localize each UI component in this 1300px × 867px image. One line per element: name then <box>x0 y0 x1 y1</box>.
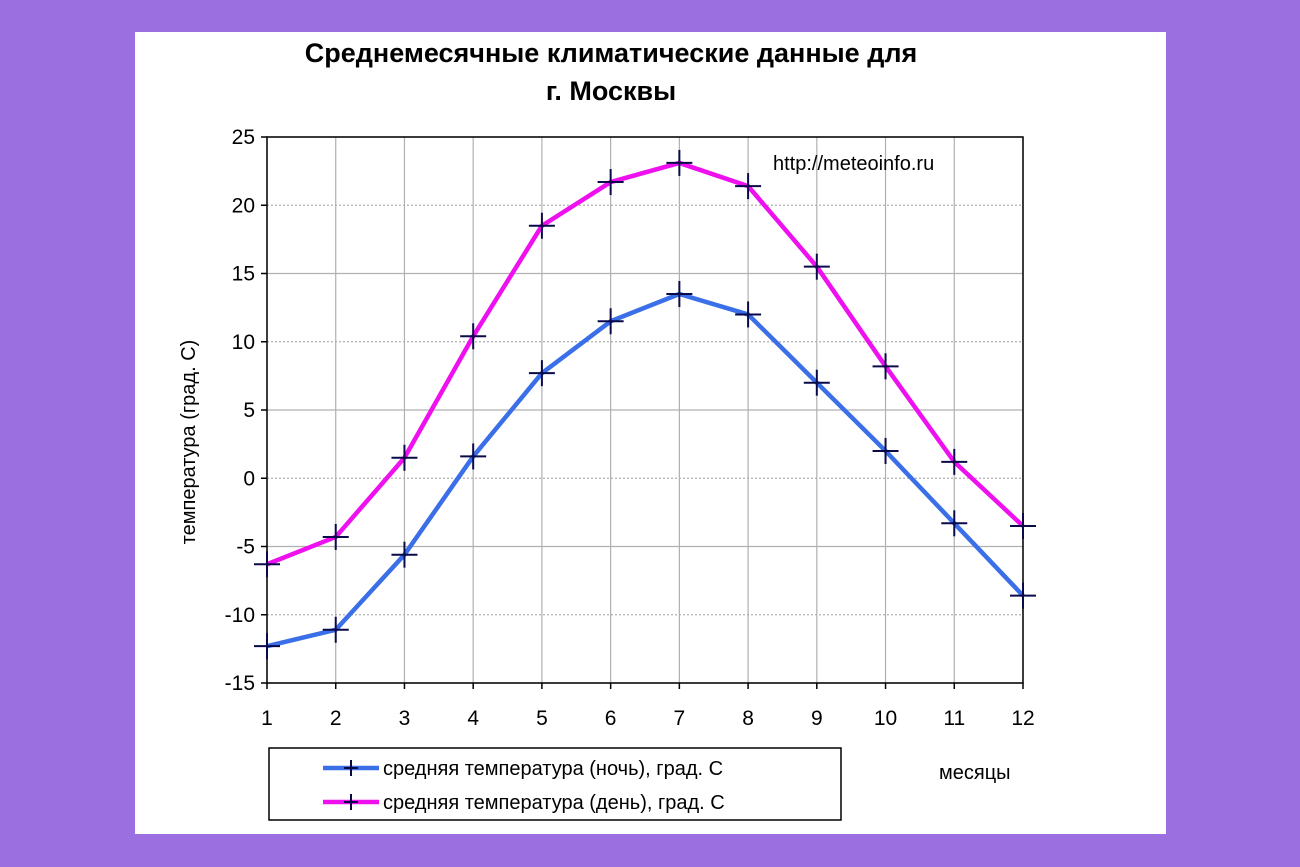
data-point-marker <box>322 616 349 643</box>
source-annotation: http://meteoinfo.ru <box>773 153 934 175</box>
x-axis-label: месяцы <box>939 762 1011 784</box>
y-tick-label: 5 <box>243 399 255 422</box>
data-point-marker <box>254 633 280 660</box>
legend-label: средняя температура (ночь), град. С <box>383 758 723 780</box>
series <box>254 149 1036 660</box>
legend-item-2: средняя температура (день), град. С <box>323 792 725 814</box>
y-tick-label: 25 <box>232 126 255 149</box>
data-point-marker <box>941 510 968 537</box>
y-tick-label: -15 <box>225 672 255 695</box>
data-point-marker <box>1010 513 1036 540</box>
legend-box <box>268 747 842 821</box>
data-point-marker <box>391 541 418 568</box>
x-tick-label: 12 <box>1011 707 1034 730</box>
x-tick-label: 3 <box>399 707 411 730</box>
data-point-marker <box>460 323 487 350</box>
x-tick-label: 5 <box>536 707 548 730</box>
legend: средняя температура (ночь), град. С средн… <box>268 747 842 821</box>
data-point-marker <box>597 308 624 335</box>
y-axis-label: температура (град. С) <box>178 340 200 545</box>
data-point-marker <box>391 444 418 471</box>
data-point-marker <box>528 212 555 239</box>
series-line <box>266 160 1025 567</box>
y-tick-label: 15 <box>232 263 255 286</box>
data-point-marker <box>872 437 899 464</box>
data-point-marker <box>322 523 349 550</box>
data-point-marker <box>941 448 968 475</box>
y-tick-label: -5 <box>236 536 255 559</box>
legend-item-1: средняя температура (ночь), град. С <box>323 758 723 780</box>
data-point-marker <box>735 173 762 200</box>
x-tick-label: 11 <box>943 707 965 730</box>
legend-label: средняя температура (день), град. С <box>383 792 725 814</box>
data-point-marker <box>254 551 280 578</box>
data-point-marker <box>666 149 693 176</box>
x-tick-label: 2 <box>330 707 342 730</box>
y-tick-label: 0 <box>243 467 255 490</box>
chart-title-line-1: Среднемесячные климатические данные для <box>305 38 918 68</box>
data-point-marker <box>666 280 693 307</box>
x-tick-label: 7 <box>674 707 686 730</box>
line-chart: Среднемесячные климатические данные для … <box>178 38 1036 821</box>
data-point-marker <box>528 360 555 387</box>
data-point-marker <box>872 353 899 380</box>
series-1 <box>254 280 1036 660</box>
data-point-marker <box>735 301 762 328</box>
x-tick-label: 4 <box>467 707 479 730</box>
y-tick-label: -10 <box>225 604 255 627</box>
data-point-marker <box>460 443 487 470</box>
chart-title-line-2: г. Москвы <box>546 76 676 106</box>
series-2 <box>254 149 1036 578</box>
x-tick-label: 9 <box>811 707 823 730</box>
series-line <box>266 291 1025 649</box>
data-point-marker <box>597 169 624 196</box>
data-point-marker <box>803 369 830 396</box>
data-point-marker <box>803 253 830 280</box>
data-point-marker <box>1010 582 1036 609</box>
x-tick-label: 6 <box>605 707 617 730</box>
y-tick-label: 10 <box>232 331 255 354</box>
x-tick-label: 1 <box>261 707 273 730</box>
x-tick-label: 10 <box>874 707 897 730</box>
y-tick-label: 20 <box>232 194 255 217</box>
axes <box>261 136 1024 689</box>
chart-panel: Среднемесячные климатические данные для … <box>135 32 1166 834</box>
grid <box>266 136 1024 684</box>
x-tick-label: 8 <box>742 707 754 730</box>
